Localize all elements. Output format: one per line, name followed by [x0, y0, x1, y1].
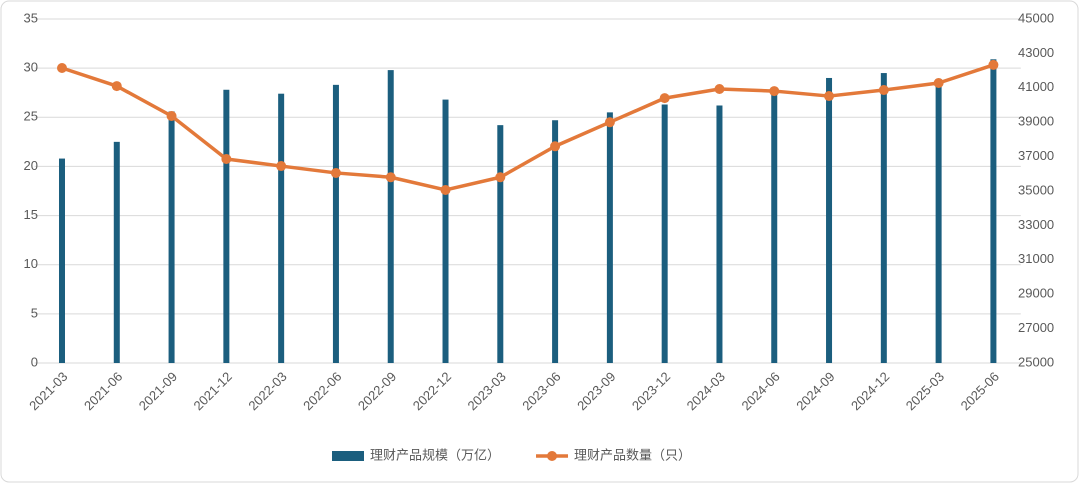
- legend-label: 理财产品数量（只）: [574, 447, 691, 462]
- bar: [990, 59, 997, 363]
- y-tick-label: 35: [24, 10, 38, 25]
- bar: [826, 77, 833, 363]
- bar: [58, 158, 65, 363]
- legend-label: 理财产品规模（万亿）: [370, 447, 500, 462]
- y-tick-label: 25: [24, 109, 38, 124]
- line-point: [714, 84, 725, 95]
- bar: [332, 84, 339, 363]
- line-point: [111, 81, 122, 92]
- y2-tick-label: 29000: [1018, 286, 1054, 301]
- y2-tick-label: 39000: [1018, 114, 1054, 129]
- line-point: [385, 172, 396, 183]
- line-point: [769, 86, 780, 97]
- y-tick-label: 15: [24, 207, 38, 222]
- line-point: [166, 111, 177, 122]
- bar: [661, 104, 668, 363]
- line-point: [878, 85, 889, 96]
- line-point: [221, 154, 232, 165]
- y-tick-label: 10: [24, 256, 38, 271]
- y-tick-label: 30: [24, 60, 38, 75]
- bar: [113, 141, 120, 363]
- bar: [880, 73, 887, 364]
- y2-tick-label: 31000: [1018, 251, 1054, 266]
- legend-swatch: [547, 451, 558, 461]
- bar: [771, 90, 778, 364]
- bar: [606, 112, 613, 363]
- bar: [935, 78, 942, 363]
- bar: [387, 70, 394, 363]
- bar: [223, 89, 230, 363]
- bar: [497, 125, 504, 363]
- bar: [278, 93, 285, 363]
- line-point: [495, 172, 506, 183]
- legend-swatch: [332, 451, 364, 461]
- line-point: [659, 93, 670, 104]
- bar: [168, 111, 175, 363]
- y2-tick-label: 27000: [1018, 320, 1054, 335]
- bar: [552, 120, 559, 363]
- line-point: [988, 59, 999, 70]
- y2-tick-label: 41000: [1018, 79, 1054, 94]
- y2-tick-label: 37000: [1018, 148, 1054, 163]
- y-tick-label: 5: [31, 305, 38, 320]
- y2-tick-label: 35000: [1018, 182, 1054, 197]
- line-point: [933, 77, 944, 88]
- y2-tick-label: 43000: [1018, 45, 1054, 60]
- line-point: [550, 141, 561, 152]
- y2-tick-label: 25000: [1018, 354, 1054, 369]
- bar: [442, 99, 449, 363]
- line-point: [330, 167, 341, 178]
- line: [61, 63, 994, 192]
- line-point: [440, 184, 451, 195]
- y2-tick-label: 33000: [1018, 217, 1054, 232]
- y2-tick-label: 45000: [1018, 10, 1054, 25]
- line-point: [56, 63, 67, 74]
- bar: [716, 105, 723, 364]
- line-point: [276, 161, 287, 172]
- line-point: [824, 91, 835, 102]
- y-tick-label: 0: [31, 354, 38, 369]
- y-tick-label: 20: [24, 158, 38, 173]
- line-point: [604, 117, 615, 128]
